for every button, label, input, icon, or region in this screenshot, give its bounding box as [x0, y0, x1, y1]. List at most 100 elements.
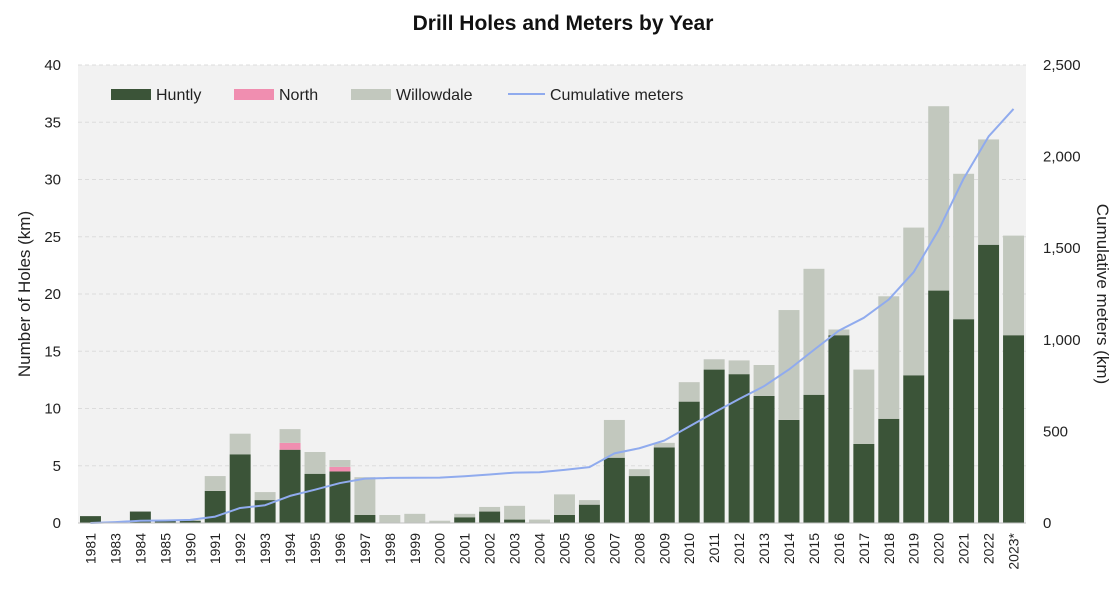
bar-huntly-2022 — [978, 244, 1000, 523]
y-tick-label: 5 — [53, 458, 61, 475]
bar-willowdale-1995 — [304, 452, 326, 474]
bar-huntly-2012 — [728, 374, 750, 523]
bar-huntly-1996 — [329, 471, 351, 523]
bar-huntly-2010 — [678, 401, 700, 523]
x-tick-label: 2004 — [532, 533, 548, 564]
x-tick-label: 2002 — [482, 533, 498, 564]
bar-huntly-2019 — [903, 375, 925, 523]
x-tick-label: 2017 — [856, 533, 872, 564]
bar-willowdale-1993 — [254, 492, 276, 501]
bar-willowdale-2003 — [504, 505, 526, 520]
bar-huntly-1990 — [179, 520, 201, 523]
bar-willowdale-2009 — [653, 442, 675, 448]
x-tick-label: 1983 — [107, 533, 123, 564]
bar-huntly-2015 — [803, 394, 825, 523]
bar-huntly-2002 — [479, 511, 501, 523]
bar-willowdale-2010 — [678, 382, 700, 402]
bar-willowdale-2002 — [479, 506, 501, 512]
bar-huntly-2006 — [578, 504, 600, 523]
x-tick-label: 1995 — [307, 533, 323, 564]
bar-willowdale-2001 — [454, 513, 476, 518]
y-tick-label: 15 — [44, 343, 61, 360]
cumulative-meters-line — [90, 108, 1015, 524]
bar-willowdale-2020 — [928, 106, 950, 291]
x-tick-label: 2015 — [806, 533, 822, 564]
axes: 0 5 10 15 20 25 30 35 40 0 500 1,000 1,500 2,000 2,500… — [44, 57, 1080, 570]
y-tick-label: 20 — [44, 286, 61, 303]
legend-label-cumulative-meters: Cumulative meters — [550, 87, 683, 104]
x-tick-label: 2008 — [631, 533, 647, 564]
bar-huntly-1995 — [304, 473, 326, 523]
x-tick-label: 1985 — [157, 533, 173, 564]
bar-willowdale-2022 — [978, 139, 1000, 245]
x-tick-label: 2018 — [881, 533, 897, 564]
legend-swatch-willowdale — [351, 89, 391, 100]
legend-swatch-north — [234, 89, 274, 100]
x-tick-label: 2006 — [581, 533, 597, 564]
bar-north-1994 — [279, 442, 301, 450]
x-tick-label: 1993 — [257, 533, 273, 564]
x-tick-label: 2013 — [756, 533, 772, 564]
bar-willowdale-1999 — [404, 513, 426, 523]
bar-huntly-2007 — [603, 457, 625, 523]
legend-label-north: North — [279, 87, 318, 104]
x-tick-label: 1981 — [82, 533, 98, 564]
bar-willowdale-2023 — [1003, 235, 1025, 336]
x-tick-label: 2000 — [432, 533, 448, 564]
y2-axis-label: Cumulative meters (km) — [1093, 204, 1112, 384]
bar-willowdale-2011 — [703, 359, 725, 370]
bar-willowdale-2015 — [803, 268, 825, 395]
x-tick-label: 2014 — [781, 533, 797, 564]
bar-huntly-2013 — [753, 395, 775, 523]
bar-huntly-2018 — [878, 418, 900, 523]
bar-willowdale-2016 — [828, 329, 850, 336]
bar-willowdale-2005 — [554, 494, 575, 515]
legend: Huntly North Willowdale Cumulative meters — [111, 87, 683, 104]
bar-willowdale-2006 — [578, 500, 600, 505]
x-tick-label: 2019 — [906, 533, 922, 564]
y2-tick-label: 1,000 — [1043, 332, 1081, 349]
bar-huntly-2017 — [853, 444, 875, 523]
y-tick-label: 0 — [53, 515, 61, 532]
bar-huntly-2014 — [778, 419, 800, 523]
bar-willowdale-1996 — [329, 460, 351, 467]
cumulative-line-layer — [90, 108, 1015, 524]
y2-tick-label: 0 — [1043, 515, 1051, 532]
y-axis-label: Number of Holes (km) — [15, 211, 34, 377]
bar-huntly-2023 — [1003, 335, 1025, 523]
bar-huntly-2021 — [953, 319, 975, 523]
bar-huntly-1994 — [279, 449, 301, 523]
bar-huntly-2016 — [828, 335, 850, 523]
bar-willowdale-2012 — [728, 360, 750, 375]
chart-title: Drill Holes and Meters by Year — [413, 12, 714, 35]
x-tick-label: 1990 — [182, 533, 198, 564]
bar-huntly-1997 — [354, 514, 376, 523]
x-tick-label: 1996 — [332, 533, 348, 564]
bar-huntly-2020 — [928, 290, 950, 523]
bar-willowdale-2007 — [603, 419, 625, 458]
bar-willowdale-2021 — [953, 173, 975, 320]
bar-willowdale-1997 — [354, 477, 376, 515]
y2-tick-label: 2,000 — [1043, 149, 1081, 166]
bars — [80, 106, 1025, 523]
bar-huntly-1992 — [229, 454, 251, 523]
x-tick-label: 2021 — [956, 533, 972, 564]
x-tick-label: 2016 — [831, 533, 847, 564]
bar-huntly-2001 — [454, 517, 476, 523]
y2-tick-label: 1,500 — [1043, 240, 1081, 257]
bar-huntly-1984 — [129, 511, 151, 523]
x-tick-label: 2005 — [556, 533, 572, 564]
bar-willowdale-1992 — [229, 433, 251, 455]
x-tick-label: 2012 — [731, 533, 747, 564]
x-tick-label: 2010 — [681, 533, 697, 564]
x-tick-label: 1994 — [282, 533, 298, 564]
bar-huntly-2008 — [628, 476, 650, 523]
x-tick-label: 2003 — [507, 533, 523, 564]
bar-north-1996 — [329, 466, 351, 472]
x-tick-label: 2023* — [1006, 532, 1022, 569]
bar-willowdale-2004 — [529, 519, 551, 523]
x-tick-label: 1998 — [382, 533, 398, 564]
bar-willowdale-2008 — [628, 469, 650, 477]
